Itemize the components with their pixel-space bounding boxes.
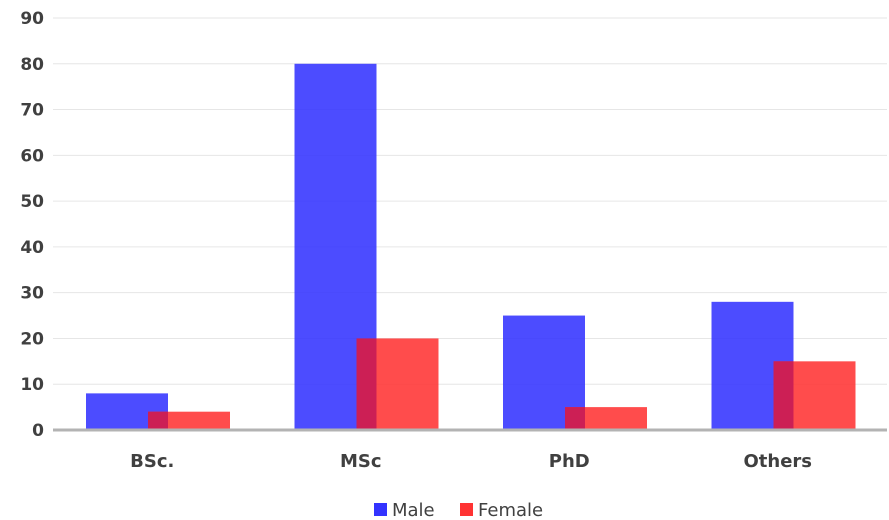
x-tick-label: BSc. <box>130 451 174 472</box>
y-tick-label: 30 <box>20 284 44 304</box>
y-tick-label: 0 <box>32 421 44 441</box>
bar-overlap-0 <box>148 411 168 430</box>
y-tick-label: 80 <box>20 55 44 75</box>
bars <box>86 63 856 431</box>
x-tick-label: PhD <box>549 451 590 472</box>
y-tick-label: 10 <box>20 375 44 395</box>
y-tick-label: 50 <box>20 192 44 212</box>
y-tick-label: 70 <box>20 101 44 121</box>
x-tick-label: Others <box>743 451 812 472</box>
y-tick-label: 60 <box>20 146 44 166</box>
bar-female-0 <box>148 411 230 430</box>
bar-overlap-2 <box>565 407 585 430</box>
grid-lines <box>53 17 887 385</box>
legend: Male Female <box>374 500 543 520</box>
y-tick-label: 20 <box>20 329 44 349</box>
bar-female-2 <box>565 407 647 430</box>
x-tick-label: MSc <box>340 451 382 472</box>
legend-label-female: Female <box>478 500 543 520</box>
axes: 0 10 20 30 40 50 60 70 80 90 BSc. MSc PhD Others <box>20 9 887 472</box>
legend-swatch-female <box>460 503 473 516</box>
legend-swatch-male <box>374 503 387 516</box>
bar-overlap-1 <box>356 338 377 430</box>
y-tick-label: 40 <box>20 238 44 258</box>
legend-label-male: Male <box>392 500 435 520</box>
y-tick-label: 90 <box>20 9 44 29</box>
bar-overlap-3 <box>773 361 794 430</box>
